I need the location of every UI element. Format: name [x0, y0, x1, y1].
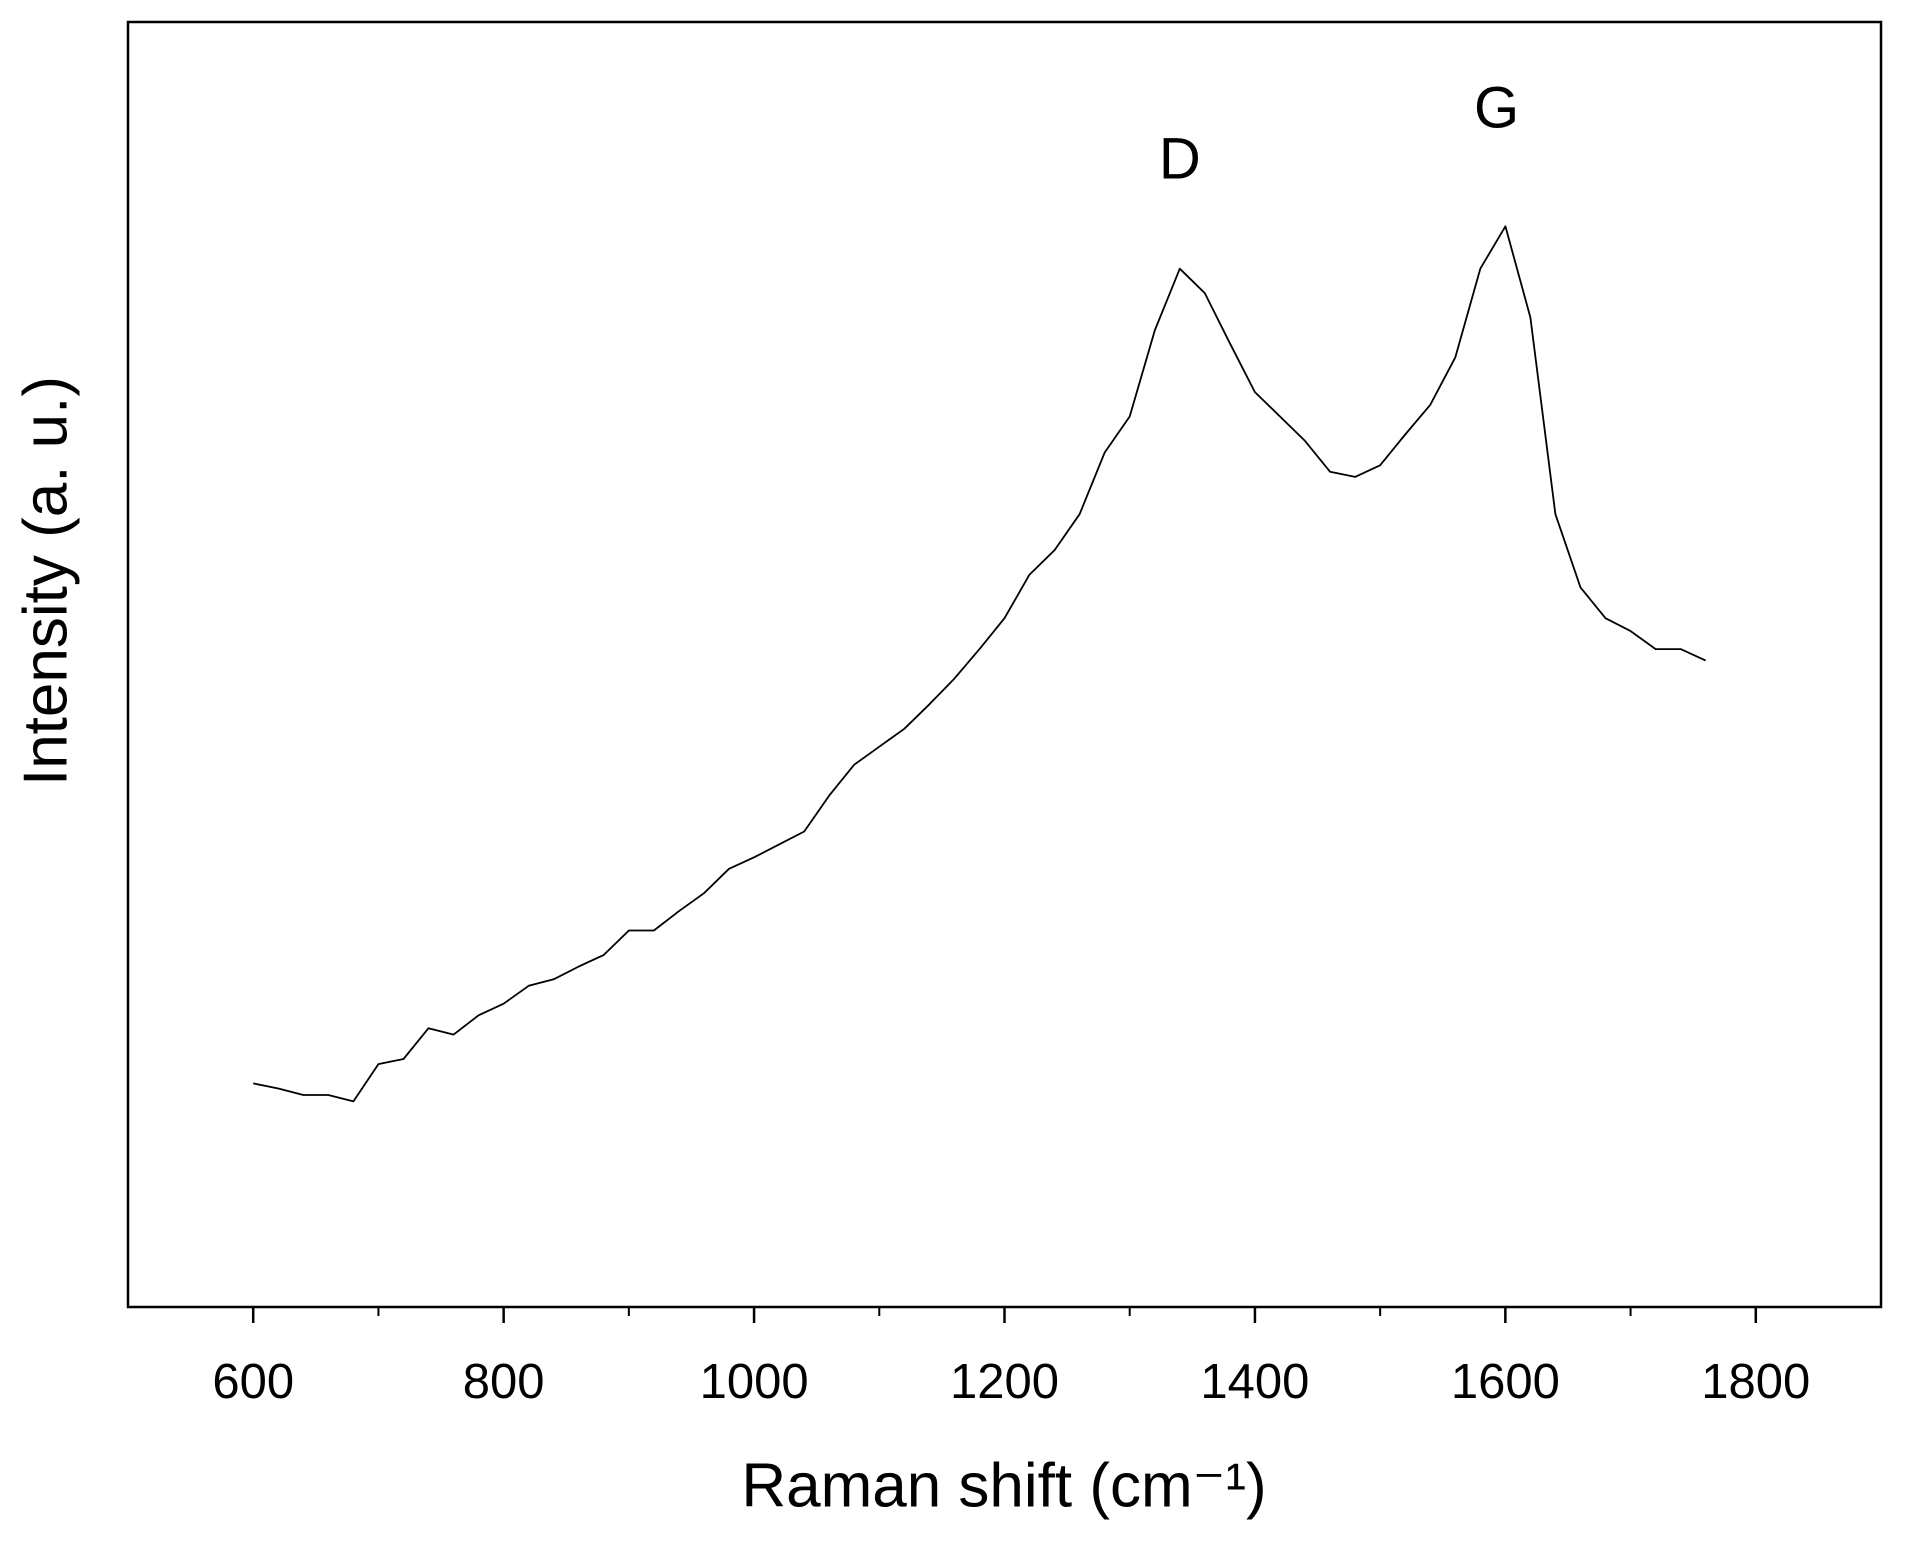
x-tick-label: 800: [463, 1355, 545, 1409]
x-tick-label: 600: [212, 1355, 294, 1409]
x-tick-label: 1800: [1701, 1355, 1810, 1409]
x-tick-label: 1000: [700, 1355, 809, 1409]
peak-annotation: G: [1474, 75, 1519, 140]
x-tick-label: 1600: [1451, 1355, 1560, 1409]
x-tick-label: 1400: [1200, 1355, 1309, 1409]
x-tick-label: 1200: [950, 1355, 1059, 1409]
plot-frame: [126, 20, 1883, 1309]
peak-annotation: D: [1159, 127, 1201, 192]
spectrum-line: [253, 225, 1707, 1103]
y-axis-label: Intensity (a. u.): [11, 376, 80, 786]
x-axis-label: Raman shift (cm⁻¹): [741, 1451, 1266, 1520]
